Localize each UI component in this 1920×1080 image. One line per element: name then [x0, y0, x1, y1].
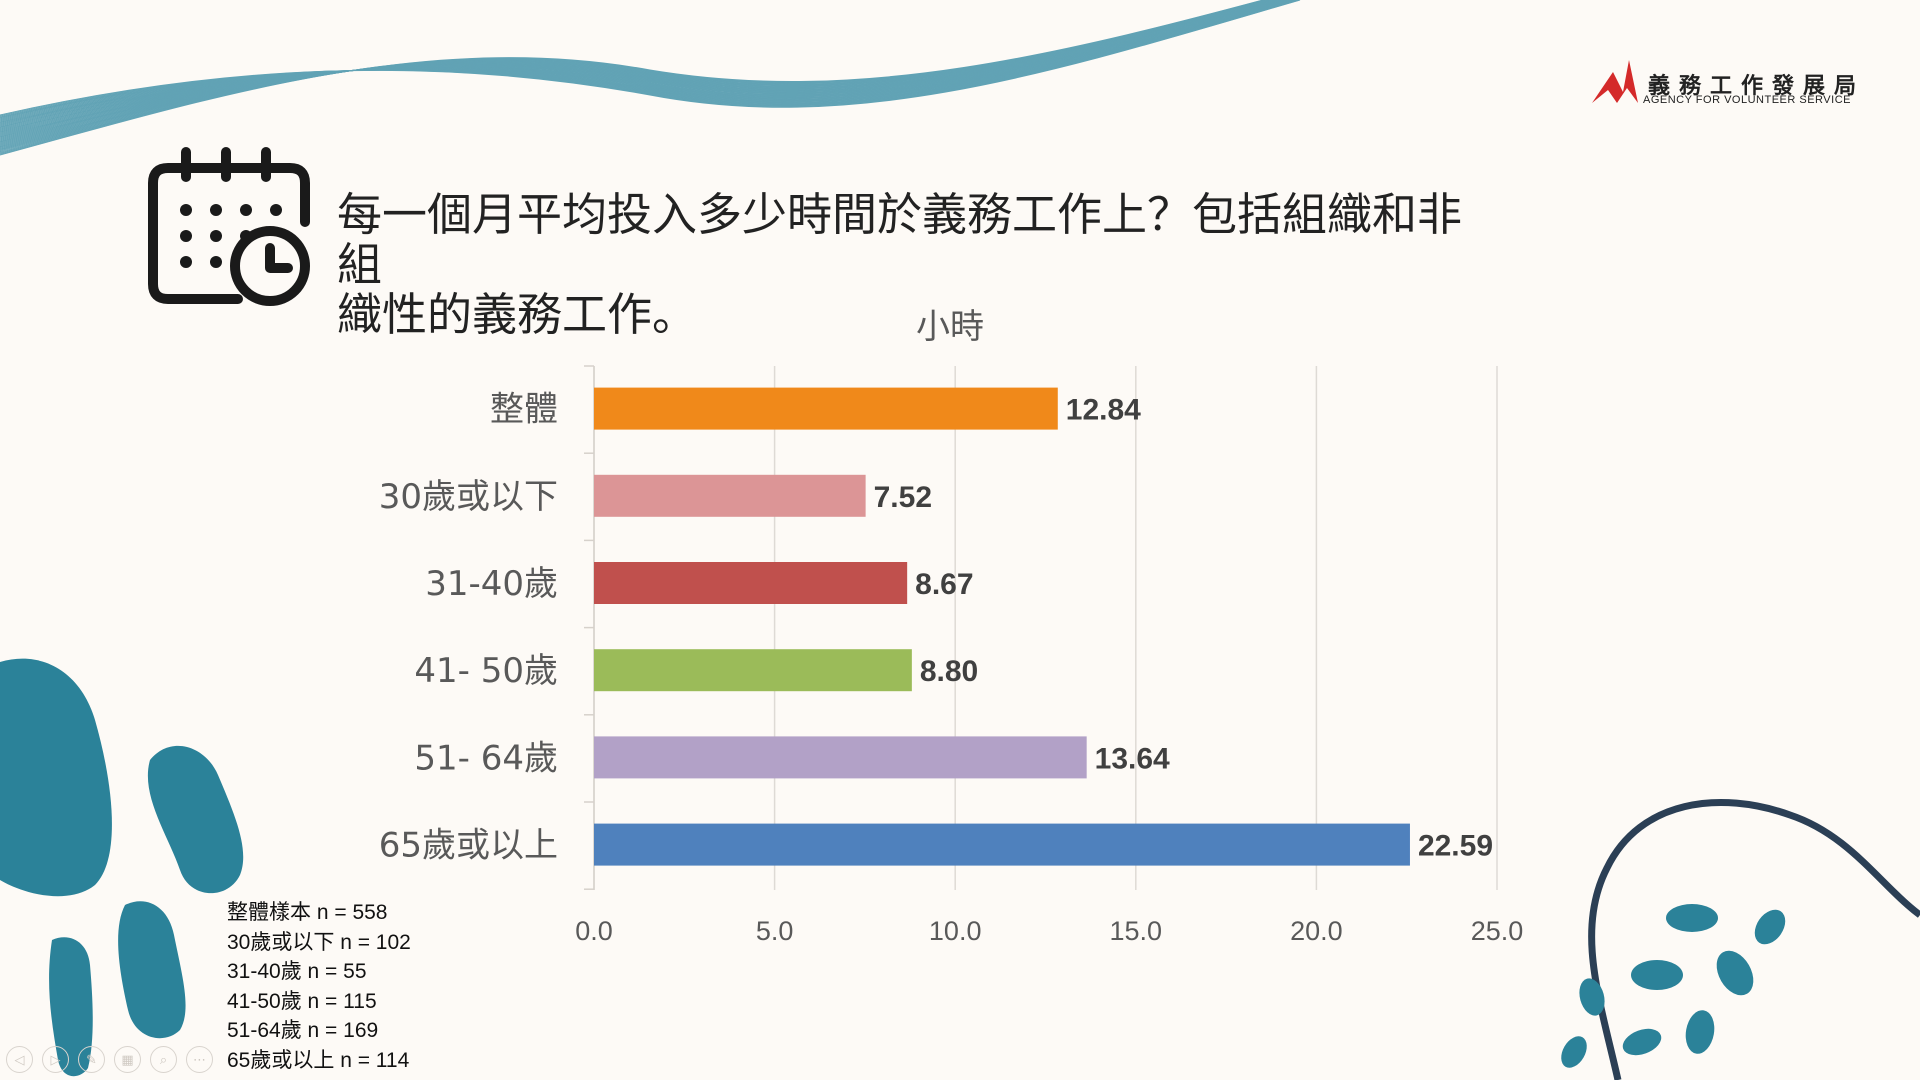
sample-note: 65歲或以上 n = 114: [227, 1048, 410, 1072]
category-label: 41- 50歲: [414, 651, 558, 691]
bar: [594, 823, 1410, 866]
bar: [594, 736, 1087, 779]
right-blobs-decoration: [1561, 904, 1786, 1068]
data-label: 22.59: [1418, 830, 1493, 863]
data-label: 12.84: [1066, 394, 1141, 427]
question-line-1: 每一個月平均投入多少時間於義務工作上？包括組織和非組: [337, 188, 1463, 291]
sample-size-notes: 整體樣本 n = 558 30歲或以下 n = 102 31-40歲 n = 55 4…: [227, 898, 411, 1075]
logo-name-zh: 義務工作發展局: [1648, 74, 1866, 99]
x-tick-label: 5.0: [756, 916, 794, 946]
category-label: 65歲或以上: [379, 826, 558, 866]
question-line-2: 織性的義務工作。: [337, 288, 698, 341]
bar: [594, 474, 866, 517]
x-tick-label: 20.0: [1290, 916, 1343, 946]
next-icon[interactable]: ▷: [42, 1046, 69, 1073]
category-label: 51- 64歲: [414, 738, 558, 778]
category-label: 30歲或以下: [379, 477, 558, 517]
x-tick-label: 10.0: [929, 916, 982, 946]
presentation-toolbar[interactable]: ◁ ▷ ✎ ▦ ⌕ ⋯: [6, 1046, 213, 1073]
pen-icon[interactable]: ✎: [78, 1046, 105, 1073]
chart-title: 小時: [916, 307, 984, 347]
category-label: 整體: [490, 390, 558, 430]
prev-icon[interactable]: ◁: [6, 1046, 33, 1073]
bar: [594, 387, 1058, 430]
question-title: 每一個月平均投入多少時間於義務工作上？包括組織和非組 織性的義務工作。: [337, 190, 1497, 340]
data-label: 7.52: [874, 481, 932, 514]
x-tick-label: 25.0: [1471, 916, 1524, 946]
category-label: 31-40歲: [425, 564, 558, 604]
x-tick-label: 0.0: [575, 916, 613, 946]
sample-note: 41-50歲 n = 115: [227, 989, 377, 1013]
sample-note: 31-40歲 n = 55: [227, 960, 367, 983]
zoom-icon[interactable]: ⌕: [150, 1046, 177, 1073]
data-label: 8.80: [920, 655, 978, 688]
logo-name-en: AGENCY FOR VOLUNTEER SERVICE: [1643, 94, 1851, 106]
wave-line: [0, 0, 1301, 116]
sample-note: 51-64歲 n = 169: [227, 1019, 379, 1042]
x-tick-label: 15.0: [1110, 916, 1163, 946]
bar: [594, 562, 908, 604]
right-curve-decoration: [1588, 799, 1920, 1080]
data-label: 8.67: [915, 568, 973, 601]
sample-note: 整體樣本 n = 558: [227, 901, 388, 924]
slides-icon[interactable]: ▦: [114, 1046, 141, 1073]
sample-note: 30歲或以下 n = 102: [227, 930, 411, 954]
more-icon[interactable]: ⋯: [186, 1046, 213, 1073]
wave-lines-decoration: [0, 0, 1301, 156]
bar: [594, 649, 912, 692]
left-blobs-decoration: [0, 658, 244, 1077]
data-label: 13.64: [1095, 742, 1170, 775]
